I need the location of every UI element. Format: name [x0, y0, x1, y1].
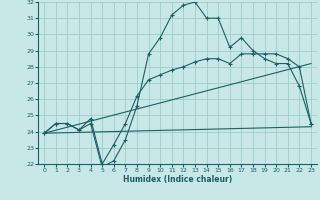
X-axis label: Humidex (Indice chaleur): Humidex (Indice chaleur) [123, 175, 232, 184]
